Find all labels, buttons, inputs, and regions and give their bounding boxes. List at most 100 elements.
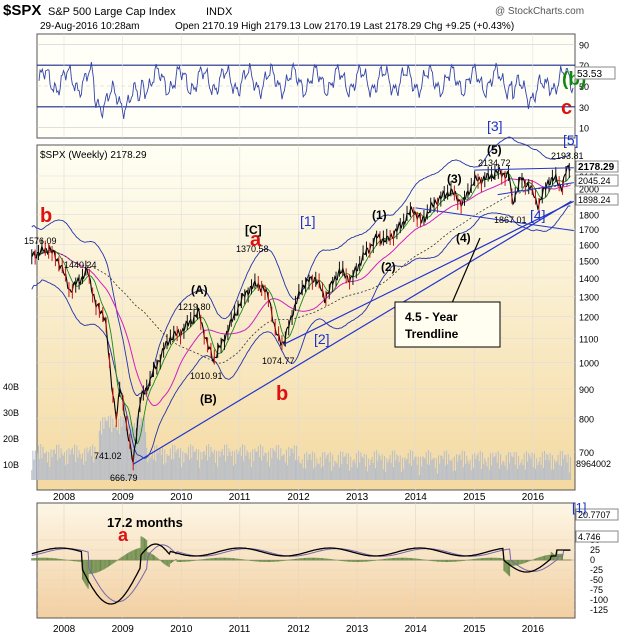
macd-histogram-bar (373, 560, 375, 561)
volume-bar (186, 455, 188, 480)
macd-histogram-bar (187, 560, 189, 562)
macd-histogram-bar (522, 560, 524, 564)
volume-bar (161, 447, 163, 480)
macd-histogram-bar (444, 560, 446, 562)
volume-bar (519, 465, 521, 480)
macd-histogram-bar (254, 560, 256, 562)
year-label-bottom: 2012 (287, 624, 310, 635)
volume-bar (489, 453, 491, 480)
macd-histogram-bar (360, 560, 362, 562)
macd-histogram-bar (325, 558, 327, 561)
volume-last-value: 8964002 (576, 459, 611, 469)
volume-bar (283, 454, 285, 480)
volume-bar (120, 416, 122, 480)
macd-histogram-bar (555, 555, 557, 561)
volume-bar (514, 464, 516, 480)
year-label-top: 2014 (405, 492, 428, 503)
volume-bar (56, 444, 58, 480)
volume-bar (230, 455, 232, 480)
macd-histogram-bar (193, 560, 195, 561)
macd-histogram-bar (208, 558, 210, 561)
volume-bar (31, 470, 33, 480)
macd-histogram-bar (518, 560, 520, 565)
volume-bar (386, 458, 388, 480)
macd-histogram-bar (394, 557, 396, 561)
macd-histogram-bar (89, 560, 91, 575)
macd-histogram-bar (173, 560, 175, 562)
volume-bar (138, 415, 140, 480)
volume-bar (522, 465, 524, 480)
annotation-line-1: 4.5 - Year (405, 310, 458, 324)
volume-bar (396, 454, 398, 480)
macd-histogram-bar (293, 559, 295, 561)
volume-bar (205, 445, 207, 480)
macd-histogram-bar (388, 558, 390, 561)
macd-histogram-bar (414, 558, 416, 561)
macd-histogram-bar (524, 560, 526, 563)
volume-bar (272, 448, 274, 480)
macd-histogram-bar (56, 558, 58, 561)
volume-bar (328, 461, 330, 480)
volume-bar (218, 450, 220, 480)
volume-bar (467, 460, 469, 480)
macd-histogram-bar (141, 536, 143, 561)
macd-histogram-bar (33, 558, 35, 561)
macd-histogram-bar (113, 560, 115, 563)
macd-histogram-bar (458, 560, 460, 562)
macd-histogram-bar (558, 553, 560, 561)
volume-bar (222, 455, 224, 480)
volume-bar (491, 465, 493, 480)
price-tick-label: 1100 (579, 334, 598, 344)
volume-bar (247, 452, 249, 480)
volume-bar (89, 446, 91, 480)
volume-bar (394, 450, 396, 480)
volume-bar (248, 458, 250, 480)
macd-histogram-bar (157, 558, 159, 561)
macd-histogram-bar (272, 560, 274, 562)
volume-bar (340, 451, 342, 480)
macd-histogram-bar (93, 560, 95, 574)
volume-bar (229, 451, 231, 480)
price-tick-label: 1200 (579, 313, 599, 323)
volume-bar (124, 421, 126, 480)
price-tick-label: 1600 (579, 240, 599, 250)
volume-bar (540, 464, 542, 480)
year-label-bottom: 2013 (346, 624, 369, 635)
macd-histogram-bar (528, 560, 530, 562)
volume-bar (39, 459, 41, 480)
macd-histogram-bar (315, 557, 317, 561)
volume-bar (221, 448, 223, 480)
price-right-value: 2178.29 (578, 162, 615, 173)
macd-histogram-bar (484, 557, 486, 561)
macd-histogram-bar (210, 558, 212, 561)
price-tick-label: 900 (579, 385, 594, 395)
price-label: 1074.77 (262, 356, 295, 366)
volume-bar (279, 460, 281, 480)
macd-histogram-bar (138, 548, 140, 561)
volume-bar (374, 468, 376, 480)
macd-histogram-bar (474, 558, 476, 561)
macd-histogram-bar (246, 559, 248, 561)
macd-histogram-bar (59, 558, 61, 561)
volume-bar (305, 468, 307, 480)
macd-histogram-bar (475, 558, 477, 561)
volume-bar (128, 416, 130, 480)
volume-bar (270, 448, 272, 480)
macd-histogram-bar (502, 558, 504, 561)
macd-histogram-bar (128, 552, 130, 561)
volume-bar (42, 446, 44, 480)
volume-bar (228, 448, 230, 480)
macd-histogram-bar (203, 559, 205, 561)
macd-histogram-bar (480, 558, 482, 561)
macd-right-value: 20.7707 (578, 510, 611, 520)
volume-bar (213, 449, 215, 480)
macd-histogram-bar (418, 558, 420, 561)
volume-bar (113, 428, 115, 480)
wave-label-c-red: c (561, 97, 572, 119)
channel-top (474, 167, 574, 171)
macd-histogram-bar (194, 560, 196, 561)
volume-bar (79, 454, 81, 480)
volume-bar (236, 449, 238, 480)
macd-histogram-bar (276, 560, 278, 562)
macd-histogram-bar (323, 558, 325, 561)
